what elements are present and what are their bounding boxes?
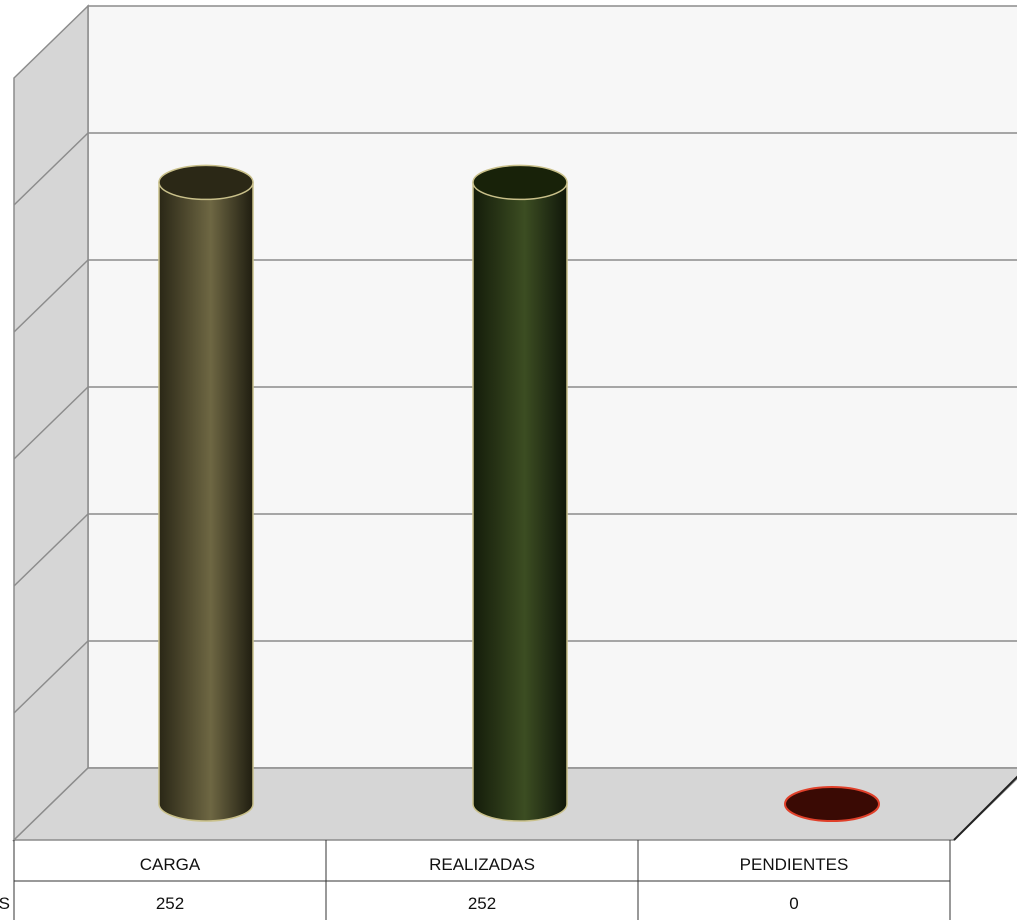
- gridline-side: [13, 386, 89, 460]
- bar-body: [158, 181, 254, 822]
- bar-realizadas: [472, 164, 568, 822]
- gridline-side: [13, 513, 89, 587]
- tick-label: CARGA: [140, 855, 201, 874]
- bar-pendientes: [784, 786, 880, 822]
- bar-zero-disc: [784, 786, 880, 822]
- gridline-side: [13, 132, 89, 206]
- bar-body: [472, 181, 568, 822]
- bar-carga: [158, 164, 254, 822]
- data-label: 252: [156, 894, 184, 913]
- bar-top: [472, 164, 568, 201]
- bars: [158, 164, 880, 822]
- tick-label: REALIZADAS: [429, 855, 535, 874]
- data-table: CARGA REALIZADAS PENDIENTES 252 252 0 S: [0, 840, 951, 920]
- gridline-side: [13, 640, 89, 714]
- series-row-label: S: [0, 894, 10, 913]
- data-label: 252: [468, 894, 496, 913]
- gridline-side: [13, 259, 89, 333]
- bar-top: [158, 164, 254, 201]
- floor-right-edge: [953, 775, 1017, 841]
- data-label: 0: [789, 894, 798, 913]
- tick-label: PENDIENTES: [740, 855, 849, 874]
